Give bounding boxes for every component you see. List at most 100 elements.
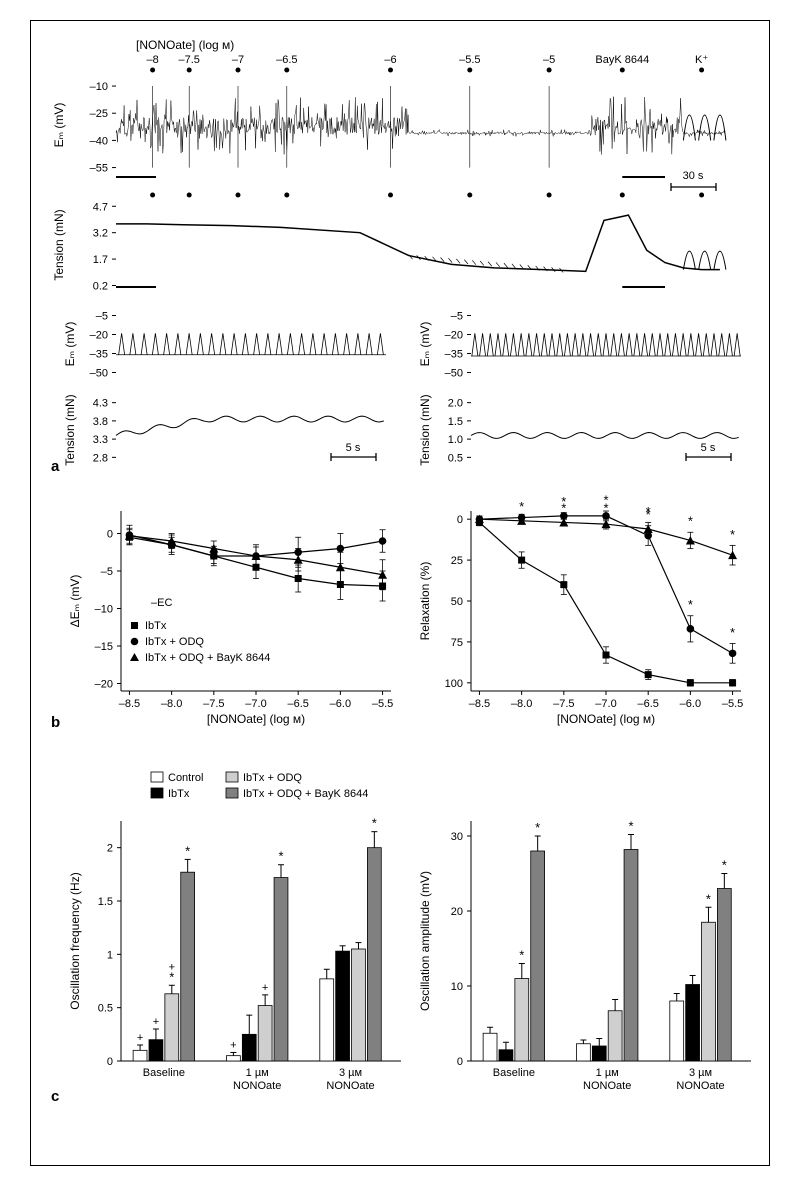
svg-text:–6.5: –6.5 <box>287 698 308 710</box>
svg-text:–5: –5 <box>96 311 108 323</box>
svg-text:0.5: 0.5 <box>98 1003 113 1015</box>
svg-text:*: * <box>603 501 608 516</box>
svg-text:5 s: 5 s <box>346 442 361 454</box>
svg-text:[NONOate] (log ᴍ): [NONOate] (log ᴍ) <box>207 712 305 726</box>
svg-text:*: * <box>561 501 566 516</box>
svg-text:BayK 8644: BayK 8644 <box>595 54 649 66</box>
svg-text:a: a <box>51 458 60 475</box>
svg-text:–7.5: –7.5 <box>553 698 574 710</box>
svg-text:2.0: 2.0 <box>448 398 463 410</box>
svg-text:1: 1 <box>107 949 113 961</box>
svg-text:0: 0 <box>457 514 463 526</box>
svg-text:IbTx + ODQ: IbTx + ODQ <box>145 636 204 648</box>
svg-text:30 s: 30 s <box>683 170 704 182</box>
figure-frame: [NONOate] (log ᴍ)–8–7.5–7–6.5–6–5.5–5Bay… <box>30 20 770 1166</box>
svg-text:–10: –10 <box>95 604 113 616</box>
svg-text:IbTx + ODQ + BayK 8644: IbTx + ODQ + BayK 8644 <box>243 788 368 800</box>
svg-text:–7: –7 <box>232 54 244 66</box>
svg-text:30: 30 <box>451 831 463 843</box>
svg-text:–5.5: –5.5 <box>372 698 393 710</box>
svg-text:–6.5: –6.5 <box>276 54 297 66</box>
svg-text:0: 0 <box>457 1056 463 1068</box>
svg-text:NONOate: NONOate <box>233 1080 281 1092</box>
svg-text:1 µᴍ: 1 µᴍ <box>246 1067 269 1079</box>
svg-text:–6.0: –6.0 <box>680 698 701 710</box>
svg-text:–40: –40 <box>90 135 108 147</box>
svg-text:–5: –5 <box>101 566 113 578</box>
svg-text:–6.0: –6.0 <box>330 698 351 710</box>
svg-text:–35: –35 <box>90 348 108 360</box>
svg-text:3.8: 3.8 <box>93 416 108 428</box>
svg-text:Control: Control <box>168 772 203 784</box>
svg-text:–8.0: –8.0 <box>511 698 532 710</box>
svg-text:1 µᴍ: 1 µᴍ <box>596 1067 619 1079</box>
svg-text:Tension (mN): Tension (mN) <box>52 209 66 280</box>
svg-text:–55: –55 <box>90 163 108 175</box>
svg-text:[NONOate] (log ᴍ): [NONOate] (log ᴍ) <box>136 38 234 52</box>
svg-text:IbTx: IbTx <box>168 788 190 800</box>
svg-text:Eₘ (mV): Eₘ (mV) <box>418 322 432 367</box>
svg-text:–50: –50 <box>90 367 108 379</box>
svg-text:IbTx: IbTx <box>145 620 167 632</box>
svg-text:1.5: 1.5 <box>448 416 463 428</box>
svg-text:3.2: 3.2 <box>93 228 108 240</box>
svg-text:–20: –20 <box>90 330 108 342</box>
svg-text:–5: –5 <box>543 54 555 66</box>
svg-text:+: + <box>153 1016 159 1028</box>
svg-text:–50: –50 <box>445 367 463 379</box>
svg-text:*: * <box>372 816 377 831</box>
svg-text:–8.5: –8.5 <box>119 698 140 710</box>
svg-text:Relaxation (%): Relaxation (%) <box>418 562 432 641</box>
svg-text:3 µᴍ: 3 µᴍ <box>689 1067 712 1079</box>
svg-text:+: + <box>169 961 175 973</box>
svg-text:–10: –10 <box>90 81 108 93</box>
svg-text:–6.5: –6.5 <box>637 698 658 710</box>
svg-text:*: * <box>730 625 735 640</box>
svg-text:*: * <box>730 527 735 542</box>
svg-text:0.2: 0.2 <box>93 280 108 292</box>
svg-text:1.7: 1.7 <box>93 254 108 266</box>
svg-text:–8.5: –8.5 <box>469 698 490 710</box>
svg-text:20: 20 <box>451 906 463 918</box>
svg-text:–20: –20 <box>445 330 463 342</box>
svg-text:Oscillation amplitude (mV): Oscillation amplitude (mV) <box>418 871 432 1011</box>
svg-text:ΔEₘ (mV): ΔEₘ (mV) <box>68 575 82 628</box>
svg-text:*: * <box>519 948 524 963</box>
svg-text:0: 0 <box>107 1056 113 1068</box>
svg-text:b: b <box>51 714 60 731</box>
svg-text:–8.0: –8.0 <box>161 698 182 710</box>
svg-text:+: + <box>137 1032 143 1044</box>
svg-text:*: * <box>688 514 693 529</box>
svg-text:–20: –20 <box>95 679 113 691</box>
svg-text:2.8: 2.8 <box>93 452 108 464</box>
svg-text:–8: –8 <box>146 54 158 66</box>
svg-text:IbTx + ODQ + BayK 8644: IbTx + ODQ + BayK 8644 <box>145 652 270 664</box>
svg-text:0: 0 <box>107 529 113 541</box>
svg-text:–5.5: –5.5 <box>722 698 743 710</box>
svg-text:Baseline: Baseline <box>493 1067 535 1079</box>
svg-text:3 µᴍ: 3 µᴍ <box>339 1067 362 1079</box>
svg-text:NONOate: NONOate <box>326 1080 374 1092</box>
svg-text:*: * <box>278 849 283 864</box>
svg-text:Oscillation frequency (Hz): Oscillation frequency (Hz) <box>68 872 82 1009</box>
svg-text:*: * <box>535 820 540 835</box>
svg-text:0.5: 0.5 <box>448 452 463 464</box>
svg-text:K⁺: K⁺ <box>695 54 708 66</box>
svg-text:NONOate: NONOate <box>583 1080 631 1092</box>
svg-text:2: 2 <box>107 843 113 855</box>
svg-text:–EC: –EC <box>151 597 172 609</box>
svg-text:–25: –25 <box>90 108 108 120</box>
svg-text:*: * <box>646 504 651 519</box>
svg-text:5 s: 5 s <box>701 442 716 454</box>
svg-text:4.7: 4.7 <box>93 201 108 213</box>
svg-text:[NONOate] (log ᴍ): [NONOate] (log ᴍ) <box>557 712 655 726</box>
svg-text:IbTx + ODQ: IbTx + ODQ <box>243 772 302 784</box>
svg-text:*: * <box>722 858 727 873</box>
svg-text:+: + <box>262 982 268 994</box>
figure-svg: [NONOate] (log ᴍ)–8–7.5–7–6.5–6–5.5–5Bay… <box>31 21 771 1167</box>
svg-text:*: * <box>706 891 711 906</box>
svg-text:10: 10 <box>451 981 463 993</box>
svg-text:1.5: 1.5 <box>98 896 113 908</box>
svg-text:–7.0: –7.0 <box>245 698 266 710</box>
svg-text:–7.5: –7.5 <box>178 54 199 66</box>
